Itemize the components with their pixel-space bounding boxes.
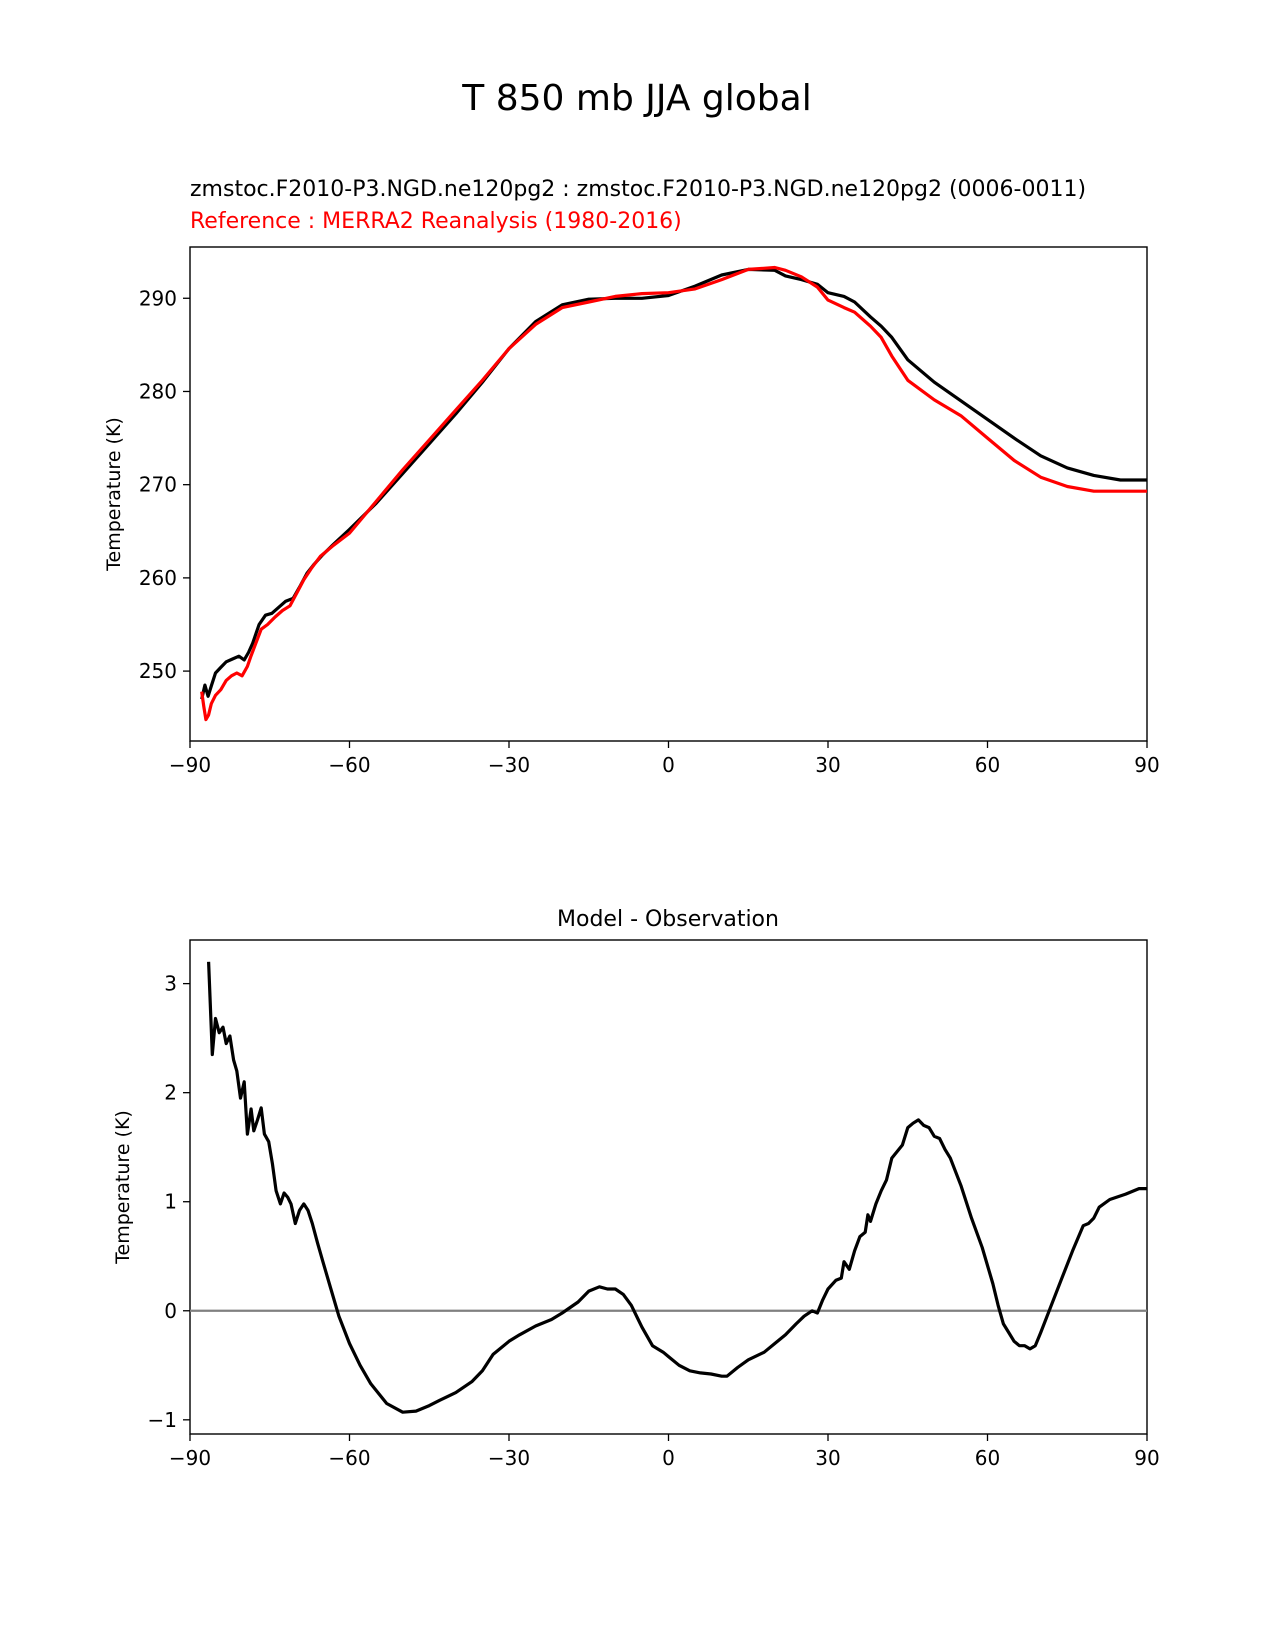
bottom-y-tick-label: 1 [164, 1190, 177, 1214]
top-line-chart: −90 −60 −30 0 30 60 90 250 260 270 280 290 Tempera… [103, 246, 1160, 777]
bottom-y-axis: −1 0 1 2 3 [148, 972, 190, 1432]
top-x-tick-label: −90 [169, 753, 211, 777]
top-x-axis: −90 −60 −30 0 30 60 90 [169, 741, 1160, 777]
bottom-chart-title: Model - Observation [557, 907, 779, 932]
top-series-line-reference [200, 265, 1147, 722]
bottom-x-tick-label: 30 [815, 1446, 840, 1470]
top-y-tick-label: 270 [139, 473, 177, 497]
bottom-x-tick-label: −60 [328, 1446, 370, 1470]
top-x-tick-label: 90 [1134, 753, 1159, 777]
bottom-x-axis: −90 −60 −30 0 30 60 90 [169, 1434, 1160, 1470]
top-y-axis-label: Temperature (K) [103, 417, 125, 572]
top-x-tick-label: −60 [328, 753, 370, 777]
bottom-line-chart: −90 −60 −30 0 30 60 90 −1 0 1 2 3 Temperature (K) [112, 939, 1160, 1470]
top-chart-title-reference: Reference : MERRA2 Reanalysis (1980-2016… [190, 209, 682, 234]
top-y-tick-label: 250 [139, 659, 177, 683]
top-y-tick-label: 260 [139, 566, 177, 590]
top-y-tick-label: 280 [139, 379, 177, 403]
top-series-line-model [200, 267, 1147, 700]
figure-title: T 850 mb JJA global [461, 78, 811, 119]
bottom-x-tick-label: −90 [169, 1446, 211, 1470]
bottom-x-tick-label: −30 [488, 1446, 530, 1470]
bottom-y-axis-label: Temperature (K) [112, 1110, 134, 1265]
bottom-chart-frame [189, 939, 1148, 1435]
top-y-tick-label: 290 [139, 286, 177, 310]
bottom-y-tick-label: 3 [164, 972, 177, 996]
top-x-tick-label: 0 [662, 753, 675, 777]
top-x-tick-label: 60 [975, 753, 1000, 777]
top-series-group [200, 265, 1147, 722]
bottom-y-tick-label: 0 [164, 1299, 177, 1323]
bottom-x-tick-label: 60 [975, 1446, 1000, 1470]
bottom-x-tick-label: 0 [662, 1446, 675, 1470]
bottom-y-tick-label: −1 [148, 1408, 177, 1432]
bottom-series-group [207, 961, 1147, 1414]
top-chart-title-test: zmstoc.F2010-P3.NGD.ne120pg2 : zmstoc.F2… [190, 177, 1086, 202]
bottom-series-line-model [207, 961, 1147, 1414]
top-y-axis: 250 260 270 280 290 [139, 286, 190, 683]
bottom-y-tick-label: 2 [164, 1081, 177, 1105]
top-x-tick-label: −30 [488, 753, 530, 777]
bottom-x-tick-label: 90 [1134, 1446, 1159, 1470]
top-chart-frame [189, 246, 1148, 742]
top-x-tick-label: 30 [815, 753, 840, 777]
